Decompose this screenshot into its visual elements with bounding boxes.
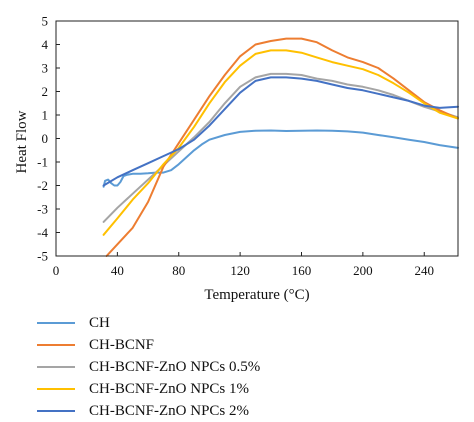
legend-label: CH-BCNF-ZnO NPCs 0.5%: [89, 358, 261, 375]
y-tick-label: 5: [42, 14, 49, 29]
y-tick-label: 1: [42, 108, 49, 123]
legend-label: CH-BCNF: [89, 336, 155, 353]
chart-legend: CH CH-BCNF CH-BCNF-ZnO NPCs 0.5% CH-BCNF-Zn…: [37, 312, 467, 422]
x-tick-label: 0: [53, 263, 60, 278]
legend-item: CH-BCNF-ZnO NPCs 0.5%: [37, 356, 467, 378]
x-tick-label: 80: [172, 263, 185, 278]
legend-swatch: [37, 322, 75, 324]
y-tick-label: -3: [37, 202, 48, 217]
x-tick-label: 240: [414, 263, 434, 278]
series-line-ch: [102, 129, 459, 188]
legend-swatch: [37, 366, 75, 368]
legend-item: CH-BCNF-ZnO NPCs 1%: [37, 378, 467, 400]
axis-ticks: 0 40 80 120 160 200 240 -5 -4 -3 -2 -1 0 1 2 3 4 5: [37, 14, 434, 279]
y-tick-label: -1: [37, 155, 48, 170]
legend-item: CH-BCNF-ZnO NPCs 2%: [37, 400, 467, 422]
series-line-ch-bcnf-zno-npcs-0-5: [102, 72, 459, 223]
y-tick-label: 0: [42, 131, 49, 146]
x-tick-label: 40: [111, 263, 124, 278]
x-axis-label: Temperature (°C): [204, 287, 309, 303]
x-tick-label: 200: [353, 263, 373, 278]
y-tick-label: -2: [37, 178, 48, 193]
legend-swatch: [37, 410, 75, 412]
y-axis-label: Heat Flow: [14, 110, 30, 173]
y-tick-label: -4: [37, 225, 48, 240]
y-tick-label: 3: [42, 61, 49, 76]
x-tick-label: 120: [230, 263, 250, 278]
x-tick-label: 160: [292, 263, 312, 278]
y-tick-label: 4: [42, 37, 49, 52]
legend-swatch: [37, 344, 75, 346]
series-line-ch-bcnf-zno-npcs-1: [102, 49, 459, 236]
series-line-ch-bcnf: [105, 37, 459, 257]
legend-label: CH: [89, 314, 110, 331]
legend-label: CH-BCNF-ZnO NPCs 1%: [89, 380, 250, 397]
legend-item: CH: [37, 312, 467, 334]
y-tick-label: 2: [42, 84, 49, 99]
y-tick-label: -5: [37, 249, 48, 264]
legend-item: CH-BCNF: [37, 334, 467, 356]
legend-label: CH-BCNF-ZnO NPCs 2%: [89, 402, 250, 419]
legend-swatch: [37, 388, 75, 390]
plot-area: [102, 37, 459, 257]
series-line-ch-bcnf-zno-npcs-2: [102, 76, 459, 187]
